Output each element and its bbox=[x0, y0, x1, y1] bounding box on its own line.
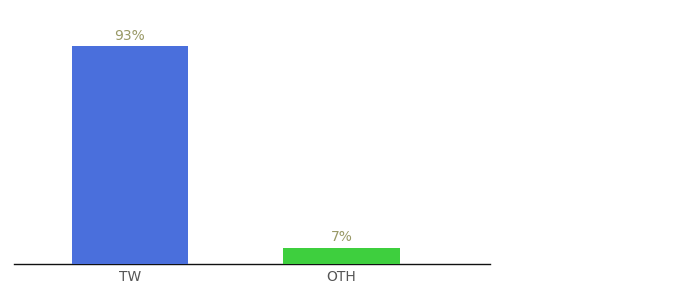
Text: 93%: 93% bbox=[115, 29, 146, 43]
Bar bbox=[72, 46, 188, 264]
Bar bbox=[284, 248, 400, 264]
Text: 7%: 7% bbox=[330, 230, 352, 244]
